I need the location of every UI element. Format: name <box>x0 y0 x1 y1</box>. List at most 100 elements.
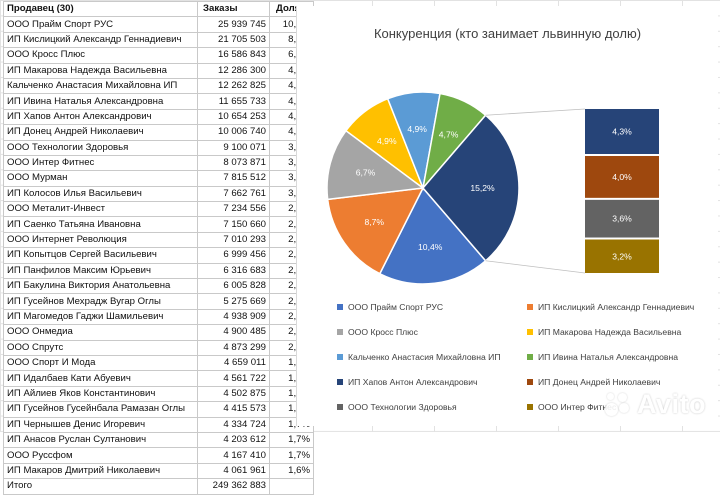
cell-seller[interactable]: ООО Прайм Спорт РУС <box>3 16 198 33</box>
legend-swatch <box>337 329 343 335</box>
cell-seller[interactable]: ООО Спорт И Мода <box>3 354 198 372</box>
cell-orders[interactable]: 4 502 875 <box>197 385 270 403</box>
cell-orders[interactable]: 10 006 740 <box>197 124 270 141</box>
legend-item[interactable]: ИП Донец Андрей Николаевич <box>527 377 660 387</box>
cell-seller[interactable]: ИП Айлиев Яков Константинович <box>3 385 198 403</box>
cell-seller[interactable]: ИП Хапов Антон Александрович <box>3 108 198 126</box>
cell-seller[interactable]: ИП Анасов Руслан Султанович <box>3 431 198 449</box>
cell-seller[interactable]: ООО Кросс Плюс <box>3 47 198 64</box>
breakout-segment[interactable] <box>585 109 659 154</box>
cell-orders[interactable]: 4 203 612 <box>197 431 270 449</box>
cell-orders[interactable]: 7 815 512 <box>197 170 270 187</box>
legend-item[interactable]: ООО Прайм Спорт РУС <box>337 302 443 312</box>
cell-seller[interactable]: ИП Чернышев Денис Игоревич <box>3 416 198 433</box>
cell-orders[interactable]: 6 316 683 <box>197 262 270 280</box>
cell-seller[interactable]: Итого <box>3 478 198 495</box>
cell-share[interactable]: 1,7% <box>269 447 314 464</box>
legend-item[interactable]: ООО Интер Фитнес <box>527 402 616 412</box>
cell-seller[interactable]: ИП Идалбаев Кати Абуевич <box>3 370 198 387</box>
cell-orders[interactable]: 9 100 071 <box>197 139 270 156</box>
cell-orders[interactable]: 4 061 961 <box>197 462 270 480</box>
cell-share[interactable]: 1,7% <box>269 431 314 449</box>
cell-orders[interactable]: 7 234 556 <box>197 201 270 218</box>
cell-orders[interactable]: 4 659 011 <box>197 354 270 372</box>
cell-orders[interactable]: 12 262 825 <box>197 77 270 95</box>
cell-orders[interactable]: 6 005 828 <box>197 278 270 295</box>
pie-slice[interactable] <box>422 114 520 262</box>
cell-orders[interactable]: 16 586 843 <box>197 47 270 64</box>
cell-seller[interactable]: ИП Гусейнов Мехрадж Вугар Оглы <box>3 293 198 310</box>
cell-seller[interactable]: ИП Панфилов Максим Юрьевич <box>3 262 198 280</box>
cell-orders[interactable]: 4 900 485 <box>197 324 270 341</box>
cell-seller[interactable]: ООО Интернет Революция <box>3 231 198 249</box>
header-orders[interactable]: Заказы <box>197 0 270 18</box>
cell-orders[interactable]: 25 939 745 <box>197 16 270 33</box>
cell-orders[interactable]: 7 662 761 <box>197 185 270 203</box>
cell-seller[interactable]: ИП Донец Андрей Николаевич <box>3 124 198 141</box>
cell-orders[interactable]: 4 334 724 <box>197 416 270 433</box>
cell-seller[interactable]: ООО Спрутс <box>3 339 198 356</box>
cell-orders[interactable]: 4 873 299 <box>197 339 270 356</box>
pie-slice[interactable] <box>326 187 425 275</box>
legend-swatch <box>337 354 343 360</box>
cell-orders[interactable]: 7 150 660 <box>197 216 270 233</box>
cell-seller[interactable]: ИП Саенко Татьяна Ивановна <box>3 216 198 233</box>
pie-chart[interactable]: Конкуренция (кто занимает львинную долю)… <box>296 6 718 426</box>
legend-item[interactable]: ИП Кислицкий Александр Геннадиевич <box>527 302 694 312</box>
breakout-segment[interactable] <box>585 155 659 198</box>
pie-chart-svg: 10,4% 8,7% 6,7% 4,9% 4,9% 4,7% 15,2% 4,3% 4,0% 3,… <box>326 91 659 285</box>
cell-seller[interactable]: Кальченко Анастасия Михайловна ИП <box>3 77 198 95</box>
pie-slice[interactable] <box>378 186 487 285</box>
cell-seller[interactable]: ООО Технологии Здоровья <box>3 139 198 156</box>
cell-seller[interactable]: ООО Онмедиа <box>3 324 198 341</box>
cell-share[interactable] <box>269 478 314 495</box>
legend-item[interactable]: Кальченко Анастасия Михайловна ИП <box>337 352 501 362</box>
cell-orders[interactable]: 4 938 909 <box>197 308 270 326</box>
table-row: ООО Руссфом 4 167 410 1,7% <box>3 447 314 464</box>
cell-orders[interactable]: 4 167 410 <box>197 447 270 464</box>
pie-slice-label: 8,7% <box>364 217 384 227</box>
legend-item[interactable]: ООО Кросс Плюс <box>337 327 418 337</box>
cell-seller[interactable]: ООО Интер Фитнес <box>3 154 198 172</box>
cell-seller[interactable]: ООО Мурман <box>3 170 198 187</box>
cell-share[interactable]: 1,6% <box>269 462 314 480</box>
cell-seller[interactable]: ООО Металит-Инвест <box>3 201 198 218</box>
pie-slice[interactable] <box>326 129 425 201</box>
legend-item[interactable]: ИП Макарова Надежда Васильевна <box>527 327 681 337</box>
cell-orders[interactable]: 249 362 883 <box>197 478 270 495</box>
breakout-segment[interactable] <box>585 199 659 238</box>
cell-seller[interactable]: ИП Магомедов Гаджи Шамильевич <box>3 308 198 326</box>
legend-item[interactable]: ООО Технологии Здоровья <box>337 402 457 412</box>
header-seller[interactable]: Продавец (30) <box>3 0 198 18</box>
cell-orders[interactable]: 11 655 733 <box>197 93 270 110</box>
cell-seller[interactable]: ИП Копытцов Сергей Васильевич <box>3 247 198 264</box>
cell-orders[interactable]: 4 561 722 <box>197 370 270 387</box>
legend-item[interactable]: ИП Ивина Наталья Александровна <box>527 352 678 362</box>
cell-seller[interactable]: ООО Руссфом <box>3 447 198 464</box>
cell-seller[interactable]: ИП Гусейнов Гусейнбала Рамазан Оглы <box>3 401 198 418</box>
cell-seller[interactable]: ИП Макаров Дмитрий Николаевич <box>3 462 198 480</box>
cell-seller[interactable]: ИП Колосов Илья Васильевич <box>3 185 198 203</box>
cell-seller[interactable]: ИП Макарова Надежда Васильевна <box>3 62 198 79</box>
connector-line <box>485 108 586 116</box>
legend-swatch <box>337 304 343 310</box>
cell-seller[interactable]: ИП Кислицкий Александр Геннадиевич <box>3 31 198 49</box>
cell-orders[interactable]: 21 705 503 <box>197 31 270 49</box>
cell-seller[interactable]: ИП Ивина Наталья Александровна <box>3 93 198 110</box>
legend-item[interactable]: ИП Хапов Антон Александрович <box>337 377 478 387</box>
cell-orders[interactable]: 6 999 456 <box>197 247 270 264</box>
cell-orders[interactable]: 7 010 293 <box>197 231 270 249</box>
cell-orders[interactable]: 12 286 300 <box>197 62 270 79</box>
cell-orders[interactable]: 5 275 669 <box>197 293 270 310</box>
breakout-segment[interactable] <box>585 239 659 273</box>
cell-orders[interactable]: 10 654 253 <box>197 108 270 126</box>
cell-orders[interactable]: 4 415 573 <box>197 401 270 418</box>
cell-orders[interactable]: 8 073 871 <box>197 154 270 172</box>
cell-seller[interactable]: ИП Бакулина Виктория Анатольевна <box>3 278 198 295</box>
